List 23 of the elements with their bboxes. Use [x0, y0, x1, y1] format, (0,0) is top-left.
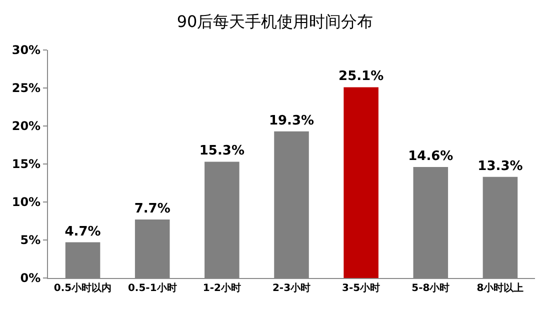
y-tick-label: 30% — [12, 43, 41, 58]
y-tick-label: 25% — [12, 81, 41, 96]
data-label: 14.6% — [408, 149, 454, 164]
y-tick-label: 20% — [12, 119, 41, 134]
y-tick-label: 0% — [20, 271, 41, 286]
x-tick-label: 5-8小时 — [412, 282, 450, 294]
x-tick-label: 2-3小时 — [272, 282, 311, 294]
x-tick-label: 0.5小时以内 — [54, 282, 112, 294]
data-label: 4.7% — [64, 224, 101, 240]
data-label: 13.3% — [478, 158, 523, 174]
data-label: 7.7% — [134, 201, 170, 216]
x-tick-label: 0.5-1小时 — [128, 282, 177, 294]
data-label: 19.3% — [268, 113, 314, 128]
y-tick-label: 5% — [20, 233, 41, 248]
bar — [344, 87, 378, 278]
data-label: 25.1% — [338, 69, 384, 84]
data-label: 15.3% — [199, 144, 244, 159]
chart-title: 90后每天手机使用时间分布 — [176, 12, 374, 32]
y-tick-label: 15% — [12, 157, 41, 172]
x-tick-label: 1-2小时 — [202, 282, 241, 294]
x-tick-label: 3-5小时 — [342, 282, 380, 294]
y-tick-label: 10% — [12, 195, 41, 210]
x-tick-label: 8小时以上 — [476, 282, 524, 294]
